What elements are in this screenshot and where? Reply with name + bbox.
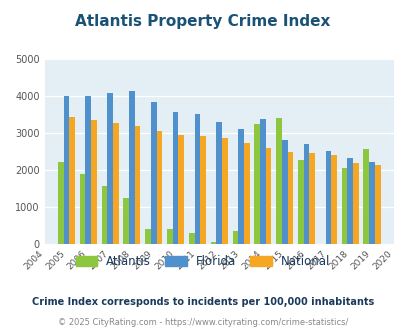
Bar bbox=[178, 135, 183, 244]
Bar bbox=[107, 93, 113, 244]
Bar bbox=[101, 186, 107, 244]
Bar bbox=[216, 122, 222, 244]
Text: © 2025 CityRating.com - https://www.cityrating.com/crime-statistics/: © 2025 CityRating.com - https://www.city… bbox=[58, 318, 347, 327]
Bar bbox=[156, 131, 162, 244]
Bar bbox=[188, 234, 194, 244]
Bar bbox=[341, 168, 347, 244]
Bar bbox=[194, 115, 200, 244]
Bar bbox=[85, 96, 91, 244]
Legend: Atlantis, Florida, National: Atlantis, Florida, National bbox=[70, 250, 335, 273]
Text: Crime Index corresponds to incidents per 100,000 inhabitants: Crime Index corresponds to incidents per… bbox=[32, 297, 373, 307]
Bar bbox=[58, 162, 64, 244]
Bar bbox=[129, 91, 134, 244]
Bar bbox=[200, 136, 205, 244]
Bar bbox=[64, 96, 69, 244]
Bar bbox=[222, 138, 227, 244]
Bar bbox=[297, 160, 303, 244]
Bar bbox=[352, 162, 358, 244]
Bar bbox=[232, 231, 238, 244]
Bar bbox=[362, 149, 368, 244]
Bar bbox=[134, 125, 140, 244]
Bar bbox=[287, 152, 292, 244]
Bar bbox=[243, 143, 249, 244]
Bar bbox=[145, 229, 151, 244]
Bar bbox=[151, 102, 156, 244]
Bar bbox=[167, 229, 173, 244]
Bar bbox=[254, 124, 260, 244]
Text: Atlantis Property Crime Index: Atlantis Property Crime Index bbox=[75, 14, 330, 29]
Bar bbox=[309, 153, 314, 244]
Bar bbox=[260, 119, 265, 244]
Bar bbox=[265, 148, 271, 244]
Bar bbox=[325, 151, 330, 244]
Bar bbox=[303, 144, 309, 244]
Bar bbox=[210, 242, 216, 244]
Bar bbox=[347, 158, 352, 244]
Bar bbox=[368, 162, 374, 244]
Bar bbox=[113, 123, 118, 244]
Bar bbox=[173, 112, 178, 244]
Bar bbox=[281, 140, 287, 244]
Bar bbox=[123, 198, 129, 244]
Bar bbox=[238, 128, 243, 244]
Bar bbox=[69, 117, 75, 244]
Bar bbox=[91, 120, 96, 244]
Bar bbox=[80, 174, 85, 244]
Bar bbox=[275, 118, 281, 244]
Bar bbox=[330, 155, 336, 244]
Bar bbox=[374, 165, 379, 244]
